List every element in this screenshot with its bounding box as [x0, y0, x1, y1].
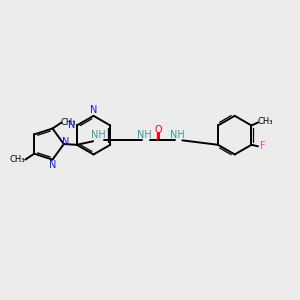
Text: NH: NH: [137, 130, 152, 140]
Text: F: F: [260, 141, 266, 151]
Text: N: N: [49, 160, 56, 170]
Text: NH: NH: [169, 130, 184, 140]
Text: N: N: [90, 106, 97, 116]
Text: N: N: [62, 137, 70, 147]
Text: CH₃: CH₃: [60, 118, 76, 127]
Text: CH₃: CH₃: [9, 155, 25, 164]
Text: N: N: [68, 121, 75, 130]
Text: O: O: [155, 125, 162, 135]
Text: NH: NH: [91, 130, 106, 140]
Text: CH₃: CH₃: [257, 117, 273, 126]
